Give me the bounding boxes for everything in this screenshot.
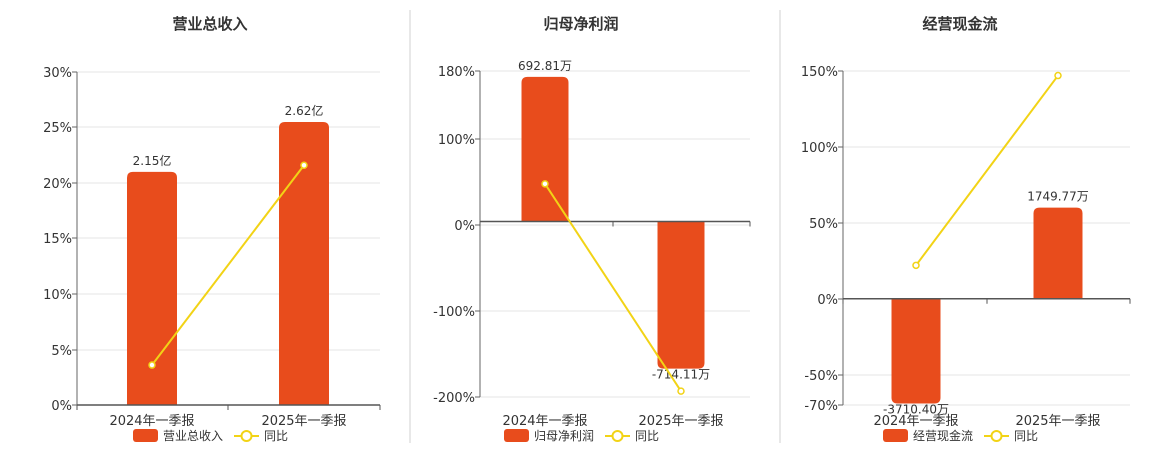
bar-value-label: 692.81万 xyxy=(518,59,572,73)
bar-value-label: -3710.40万 xyxy=(883,402,949,416)
bar-value-label: 1749.77万 xyxy=(1027,190,1089,204)
y-tick-label: -100% xyxy=(433,305,475,320)
chart-1: 营业总收入 30% 25% 20% 15% 10% 5% 0% 2.15亿 2.62亿 2024年一… xyxy=(43,15,381,443)
bar xyxy=(279,121,329,405)
x-category-label: 2025年一季报 xyxy=(638,414,723,429)
line-series xyxy=(544,183,682,392)
legend-label-bar: 归母净利润 xyxy=(534,429,594,443)
legend-label-line: 同比 xyxy=(1014,429,1038,443)
chart-title: 经营现金流 xyxy=(922,15,997,33)
legend-swatch-bar[interactable] xyxy=(133,429,158,442)
line-series xyxy=(151,164,305,366)
legend-swatch-bar[interactable] xyxy=(883,429,908,442)
legend: 归母净利润 同比 xyxy=(504,429,659,443)
bar-value-label: 2.62亿 xyxy=(285,103,324,118)
legend-swatch-marker xyxy=(240,430,253,442)
chart-3: 经营现金流 150% 100% 50% 0% -50% -70% -3710.40万 1749.… xyxy=(801,15,1131,443)
x-category-label: 2024年一季报 xyxy=(109,414,194,429)
legend-swatch-marker xyxy=(611,430,624,442)
bar xyxy=(657,221,705,369)
y-tick-label: 100% xyxy=(801,141,838,156)
line-point xyxy=(300,161,308,169)
line-point xyxy=(912,261,920,270)
bar xyxy=(1033,207,1083,299)
y-tick-label: 150% xyxy=(801,65,838,80)
legend-label-line: 同比 xyxy=(264,429,288,443)
legend-label-bar: 营业总收入 xyxy=(163,429,223,443)
line-point xyxy=(677,387,685,395)
chart-title: 归母净利润 xyxy=(543,15,618,33)
y-tick-label: 0% xyxy=(51,399,72,414)
legend-label-line: 同比 xyxy=(635,429,659,443)
chart-title: 营业总收入 xyxy=(172,15,247,33)
bar-value-label: 2.15亿 xyxy=(133,153,172,168)
y-tick-label: 0% xyxy=(454,219,475,234)
line-point xyxy=(541,180,549,188)
legend-swatch-bar[interactable] xyxy=(504,429,529,442)
y-tick-label: 20% xyxy=(43,177,72,192)
y-tick-label: -200% xyxy=(433,391,475,406)
y-tick-label: 50% xyxy=(809,217,838,232)
bar xyxy=(891,298,941,404)
y-tick-label: 0% xyxy=(817,293,838,308)
y-tick-label: 100% xyxy=(438,133,475,148)
line-point xyxy=(148,361,156,369)
legend: 经营现金流 同比 xyxy=(883,428,1038,443)
line-series xyxy=(915,74,1059,266)
x-category-label: 2024年一季报 xyxy=(502,414,587,429)
legend: 营业总收入 同比 xyxy=(133,429,288,443)
bar xyxy=(521,76,569,222)
y-tick-label: 180% xyxy=(438,65,475,80)
x-category-label: 2025年一季报 xyxy=(1015,414,1100,429)
y-tick-label: 25% xyxy=(43,121,72,136)
y-tick-label: 10% xyxy=(43,288,72,303)
y-tick-label: 5% xyxy=(51,344,72,359)
y-tick-label: 15% xyxy=(43,232,72,247)
legend-label-bar: 经营现金流 xyxy=(913,428,973,443)
line-point xyxy=(1054,71,1062,80)
bar-value-label: -714.11万 xyxy=(652,368,710,382)
y-tick-label: 30% xyxy=(43,66,72,81)
y-tick-label: -70% xyxy=(804,399,838,414)
chart-2: 归母净利润 180% 100% 0% -100% -200% 692.81万 -714.11万… xyxy=(433,15,751,443)
legend-swatch-marker xyxy=(990,430,1003,442)
x-category-label: 2025年一季报 xyxy=(261,414,346,429)
bar xyxy=(127,171,177,405)
y-tick-label: -50% xyxy=(804,369,838,384)
x-category-label: 2024年一季报 xyxy=(873,414,958,429)
